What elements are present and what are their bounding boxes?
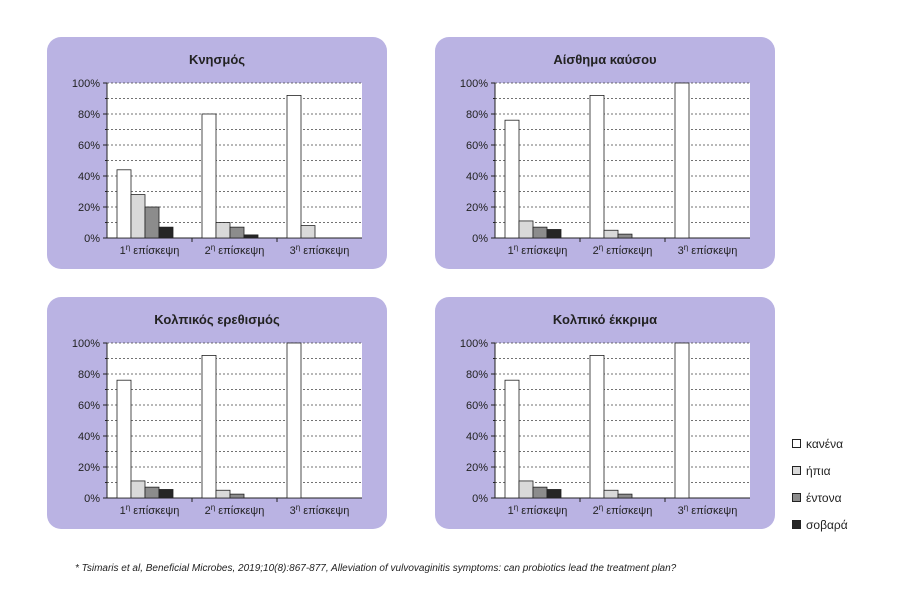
bar [617,493,633,499]
bar [589,355,605,499]
bar [674,342,690,499]
x-tick-label: 1η επίσκεψη [508,243,568,257]
y-tick-label: 0% [84,493,100,505]
bar [215,222,231,239]
x-tick-label: 1η επίσκεψη [120,243,180,257]
x-tick-label: 3η επίσκεψη [290,243,350,257]
chart-vaginal-irritation: Κολπικός ερεθισμός 0% 20% 40% 60% 80% 100% 1η ε… [72,312,362,517]
legend-item: ήπια [792,457,892,484]
y-tick-label: 80% [78,109,100,121]
y-tick-label: 40% [466,431,488,443]
chart-vaginal-discharge: Κολπικό έκκριμα 0% 20% 40% 60% 80% 100% 1η επίσ… [460,312,750,517]
footnote-citation: * Tsimaris et al, Beneficial Microbes, 2… [75,563,677,574]
y-tick-label: 80% [466,109,488,121]
y-tick-label: 40% [466,171,488,183]
chart-title: Κολπικός ερεθισμός [154,312,280,327]
bar [532,226,548,239]
bar [229,493,245,499]
bar [504,379,520,499]
chart-title: Κνησμός [189,52,245,67]
y-tick-label: 100% [72,338,100,350]
legend-swatch [792,466,801,475]
chart-panel-vaginal-discharge: Κολπικό έκκριμα 0% 20% 40% 60% 80% 100% 1η επίσ… [435,297,775,529]
y-tick-label: 40% [78,431,100,443]
bar [286,95,302,239]
bar [201,355,217,499]
chart-panel-itching: Κνησμός 0% 20% 40% 60% 80% 100% 1η επίσκεψη 2η ε… [47,37,387,269]
y-tick-label: 80% [78,369,100,381]
legend-swatch [792,520,801,529]
legend-swatch [792,439,801,448]
bar [546,229,562,239]
x-tick-label: 3η επίσκεψη [290,503,350,517]
x-tick-label: 2η επίσκεψη [593,503,653,517]
y-tick-label: 60% [466,140,488,152]
chart-panel-vaginal-irritation: Κολπικός ερεθισμός 0% 20% 40% 60% 80% 100% 1η ε… [47,297,387,529]
bar [158,226,174,239]
legend-item: κανένα [792,430,892,457]
y-tick-label: 100% [460,78,488,90]
bar [504,119,520,239]
chart-title: Αίσθημα καύσου [553,52,657,67]
y-tick-label: 20% [78,462,100,474]
y-tick-label: 20% [78,202,100,214]
bar [589,95,605,239]
x-tick-label: 1η επίσκεψη [508,503,568,517]
y-tick-label: 0% [472,493,488,505]
legend-label: ήπια [806,463,831,478]
chart-itching: Κνησμός 0% 20% 40% 60% 80% 100% 1η επίσκεψη 2η ε… [72,52,362,257]
bar [130,480,146,499]
y-tick-label: 60% [466,400,488,412]
bar [603,229,619,239]
bar [674,82,690,239]
legend-item: σοβαρά [792,511,892,538]
bar [158,489,174,499]
bar [532,486,548,499]
legend-label: έντονα [806,490,842,505]
bar [144,206,160,239]
x-tick-label: 2η επίσκεψη [205,243,265,257]
y-tick-label: 80% [466,369,488,381]
y-tick-label: 100% [72,78,100,90]
x-tick-label: 2η επίσκεψη [593,243,653,257]
legend-swatch [792,493,801,502]
bar [286,342,302,499]
legend-label: κανένα [806,436,844,451]
y-tick-label: 60% [78,400,100,412]
y-tick-label: 0% [84,233,100,245]
bar [617,233,633,239]
bar [229,226,245,239]
x-tick-label: 3η επίσκεψη [678,243,738,257]
legend: κανένα ήπια έντονα σοβαρά [792,430,892,538]
bar [130,194,146,239]
chart-burning: Αίσθημα καύσου 0% 20% 40% 60% 80% 100% 1η επίσκ… [460,52,750,257]
bar [144,486,160,499]
chart-title: Κολπικό έκκριμα [553,312,657,327]
x-tick-label: 3η επίσκεψη [678,503,738,517]
y-tick-label: 20% [466,202,488,214]
bar [116,379,132,499]
y-tick-label: 20% [466,462,488,474]
legend-item: έντονα [792,484,892,511]
x-tick-label: 2η επίσκεψη [205,503,265,517]
bar [603,489,619,499]
y-tick-label: 60% [78,140,100,152]
y-tick-label: 100% [460,338,488,350]
bar [243,234,259,239]
bar [518,220,534,239]
legend-label: σοβαρά [806,517,848,532]
bar [300,225,316,239]
bar [215,489,231,499]
x-tick-label: 1η επίσκεψη [120,503,180,517]
chart-panel-burning: Αίσθημα καύσου 0% 20% 40% 60% 80% 100% 1η επίσκ… [435,37,775,269]
bar [201,113,217,239]
bar [518,480,534,499]
y-tick-label: 0% [472,233,488,245]
bar [546,489,562,499]
bar [116,169,132,239]
y-tick-label: 40% [78,171,100,183]
